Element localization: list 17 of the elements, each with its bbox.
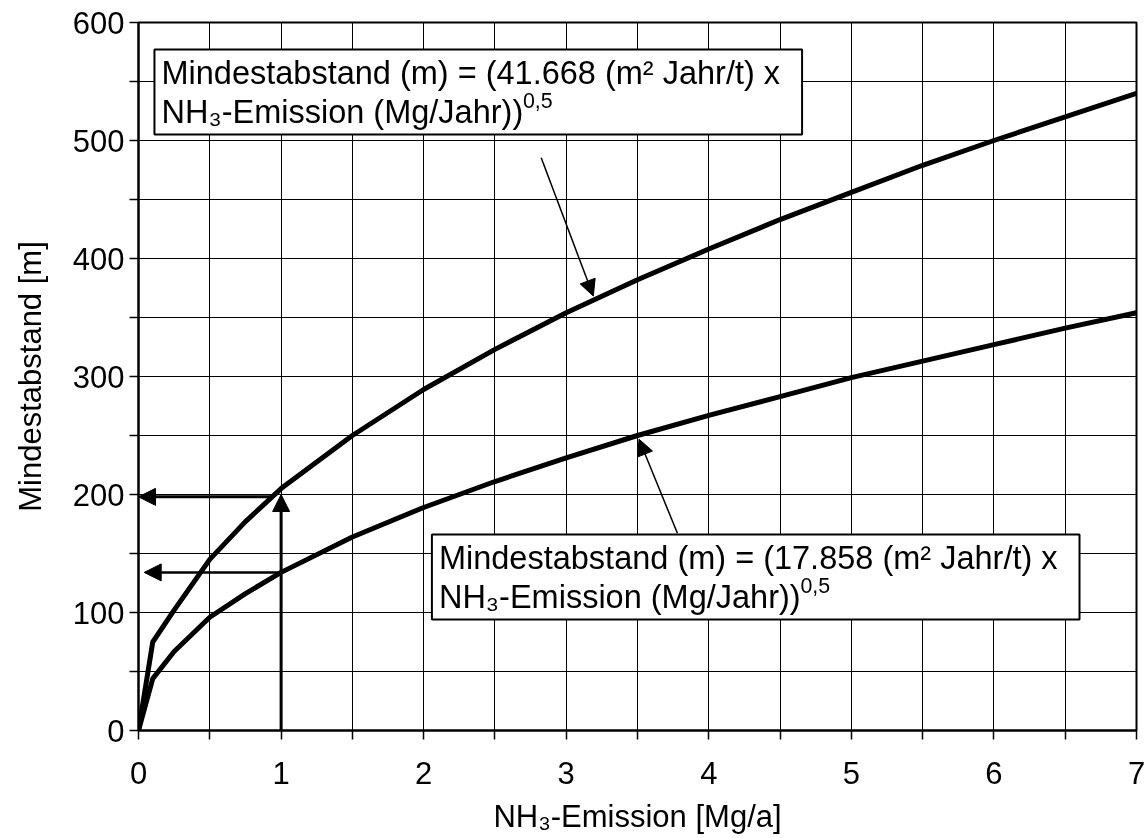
x-tick-label: 4 <box>700 755 718 791</box>
x-axis-title: NH₃-Emission [Mg/a] <box>493 798 782 834</box>
y-tick-label: 300 <box>72 359 125 395</box>
y-tick-label: 500 <box>72 123 125 159</box>
y-tick-label: 100 <box>72 595 125 631</box>
x-tick-label: 0 <box>129 755 148 791</box>
x-tick-label: 1 <box>272 755 290 791</box>
y-tick-label: 600 <box>72 5 125 41</box>
x-tick-label: 7 <box>1127 755 1146 791</box>
x-tick-label: 6 <box>985 755 1003 791</box>
x-tick-label: 2 <box>415 755 433 791</box>
y-tick-label: 200 <box>72 477 125 513</box>
y-tick-label: 400 <box>72 241 125 277</box>
x-tick-label: 5 <box>842 755 860 791</box>
y-axis-title: Mindestabstand [m] <box>12 241 48 512</box>
x-tick-label: 3 <box>557 755 575 791</box>
y-tick-label: 0 <box>107 713 125 749</box>
